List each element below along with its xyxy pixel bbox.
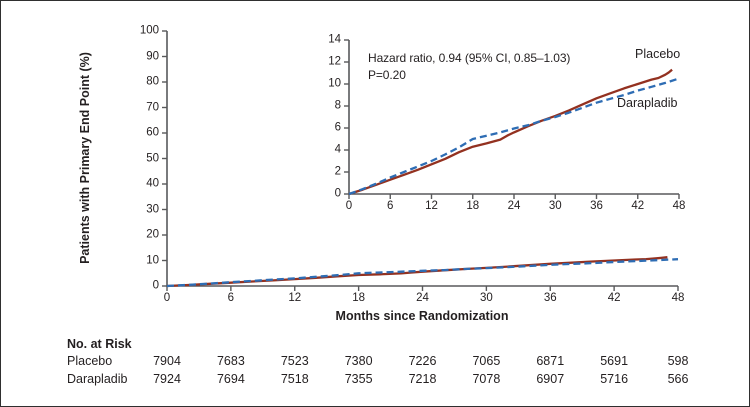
risk-row-label: Placebo bbox=[67, 354, 113, 368]
risk-value: 6871 bbox=[536, 354, 565, 368]
main-x-tick-label: 30 bbox=[479, 292, 493, 304]
inset-x-tick-label: 24 bbox=[507, 200, 521, 212]
inset-y-tick-label: 0 bbox=[334, 187, 341, 200]
inset-y-tick-label: 8 bbox=[334, 99, 341, 112]
inset-x-tick-label: 18 bbox=[466, 200, 480, 212]
inset-x-tick-label: 0 bbox=[345, 200, 353, 212]
main-x-tick-label: 6 bbox=[227, 292, 235, 304]
placebo-curve-inset bbox=[348, 68, 673, 196]
risk-value: 7355 bbox=[344, 372, 373, 386]
main-x-tick-label: 24 bbox=[416, 292, 429, 304]
inset-y-tick-label: 10 bbox=[328, 77, 341, 90]
inset-plot bbox=[344, 39, 680, 199]
inset-y-tick-label: 4 bbox=[334, 143, 341, 156]
inset-x-tick-label: 30 bbox=[548, 200, 562, 212]
risk-value: 598 bbox=[667, 354, 689, 368]
placebo-curve-main bbox=[166, 256, 668, 288]
main-y-tick-label: 30 bbox=[146, 202, 159, 215]
main-y-tick-label: 20 bbox=[146, 228, 159, 241]
inset-x-tick-label: 6 bbox=[387, 200, 394, 212]
inset-x-tick-label: 36 bbox=[590, 200, 603, 212]
x-axis-label: Months since Randomization bbox=[335, 309, 509, 323]
main-x-tick-label: 42 bbox=[607, 292, 621, 304]
risk-value: 7683 bbox=[216, 354, 245, 368]
main-x-tick-label: 18 bbox=[352, 292, 366, 304]
risk-value: 7078 bbox=[472, 372, 501, 386]
main-axes bbox=[166, 31, 678, 287]
risk-value: 7694 bbox=[216, 372, 245, 386]
main-x-tick-label: 36 bbox=[543, 292, 557, 304]
main-y-tick-label: 80 bbox=[146, 75, 159, 88]
main-y-tick-label: 100 bbox=[139, 24, 159, 37]
inset-y-tick-label: 14 bbox=[328, 33, 341, 46]
main-y-tick-label: 70 bbox=[146, 100, 159, 113]
risk-value: 5716 bbox=[600, 372, 629, 386]
risk-value: 5691 bbox=[600, 354, 629, 368]
placebo-series-label: Placebo bbox=[635, 47, 681, 61]
p-value-annotation: P=0.20 bbox=[368, 68, 406, 82]
inset-y-tick-label: 12 bbox=[328, 55, 341, 68]
risk-value: 7218 bbox=[408, 372, 437, 386]
main-x-tick-label: 12 bbox=[288, 292, 302, 304]
risk-value: 6907 bbox=[536, 372, 565, 386]
risk-value: 7380 bbox=[344, 354, 373, 368]
y-axis-label: Patients with Primary End Point (%) bbox=[78, 52, 92, 264]
main-y-tick-label: 90 bbox=[146, 49, 159, 62]
darapladib-curve-inset bbox=[348, 77, 680, 196]
main-x-tick-label: 0 bbox=[163, 292, 171, 304]
inset-y-tick-label: 6 bbox=[334, 121, 341, 134]
main-y-tick-label: 50 bbox=[146, 151, 159, 164]
inset-x-tick-label: 12 bbox=[425, 200, 438, 212]
risk-value: 7226 bbox=[408, 354, 437, 368]
inset-x-tick-label: 42 bbox=[631, 200, 645, 212]
risk-value: 7904 bbox=[153, 354, 181, 368]
main-y-tick-label: 10 bbox=[146, 253, 159, 266]
main-y-tick-label: 40 bbox=[146, 177, 159, 190]
darapladib-curve-main bbox=[166, 258, 679, 288]
main-x-tick-label: 48 bbox=[671, 292, 685, 304]
main-plot bbox=[162, 30, 679, 291]
hazard-ratio-annotation: Hazard ratio, 0.94 (95% CI, 0.85–1.03) bbox=[368, 51, 571, 65]
main-y-tick-label: 60 bbox=[146, 126, 159, 139]
risk-row-label: Darapladib bbox=[67, 372, 128, 386]
risk-value: 7065 bbox=[472, 354, 501, 368]
inset-y-tick-label: 2 bbox=[334, 165, 341, 178]
risk-value: 7924 bbox=[153, 372, 181, 386]
darapladib-series-label: Darapladib bbox=[617, 96, 678, 110]
main-y-tick-label: 0 bbox=[152, 279, 159, 292]
risk-value: 566 bbox=[667, 372, 689, 386]
risk-value: 7523 bbox=[280, 354, 309, 368]
risk-table-header: No. at Risk bbox=[67, 337, 132, 351]
inset-x-tick-label: 48 bbox=[672, 200, 686, 212]
risk-value: 7518 bbox=[280, 372, 309, 386]
